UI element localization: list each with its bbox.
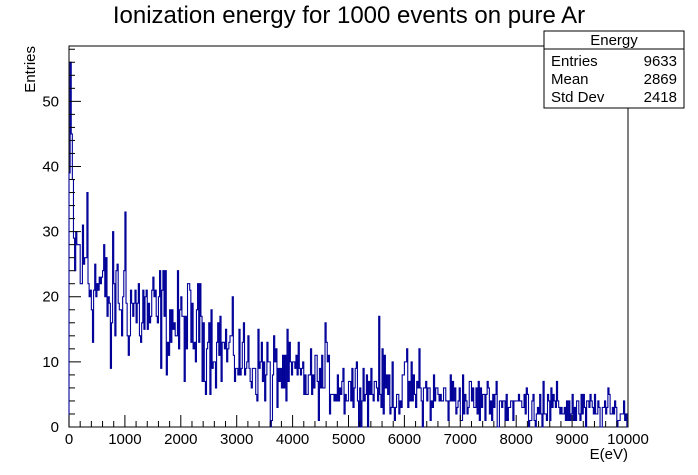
stats-mean-label: Mean [551,71,589,88]
x-tick-label: 3000 [220,431,253,448]
y-tick-label: 0 [51,419,59,436]
y-axis-title: Entries [22,46,39,93]
x-tick-label: 5000 [332,431,365,448]
y-tick-label: 30 [42,224,59,241]
axis-ticks [68,48,629,428]
y-tick-label: 20 [42,289,59,306]
histogram-line [68,61,628,428]
x-tick-label: 4000 [276,431,309,448]
stats-stddev-value: 2418 [644,89,677,106]
y-tick-label: 10 [42,354,59,371]
stats-box-title: Energy [590,32,638,49]
stats-entries-label: Entries [551,53,598,70]
y-tick-label: 50 [42,93,59,110]
stats-box-frame [543,30,685,109]
x-tick-label: 8000 [500,431,533,448]
x-tick-label: 6000 [388,431,421,448]
y-tick-label: 40 [42,158,59,175]
x-axis-title: E(eV) [590,446,628,463]
x-tick-label: 7000 [444,431,477,448]
stats-mean-value: 2869 [644,71,677,88]
stats-box: Energy Entries 9633 Mean 2869 Std Dev 24… [543,30,685,109]
stats-stddev-label: Std Dev [551,89,605,106]
tick-labels: 0 1000 2000 3000 4000 5000 6000 7000 8000 9000 100… [42,93,649,448]
x-tick-label: 10000 [607,431,649,448]
chart-title: Ionization energy for 1000 events on pur… [113,2,585,29]
x-tick-label: 2000 [164,431,197,448]
x-tick-label: 9000 [555,431,588,448]
stats-entries-value: 9633 [644,53,677,70]
x-tick-label: 1000 [108,431,141,448]
x-tick-label: 0 [65,431,73,448]
histogram-bars [68,61,628,428]
